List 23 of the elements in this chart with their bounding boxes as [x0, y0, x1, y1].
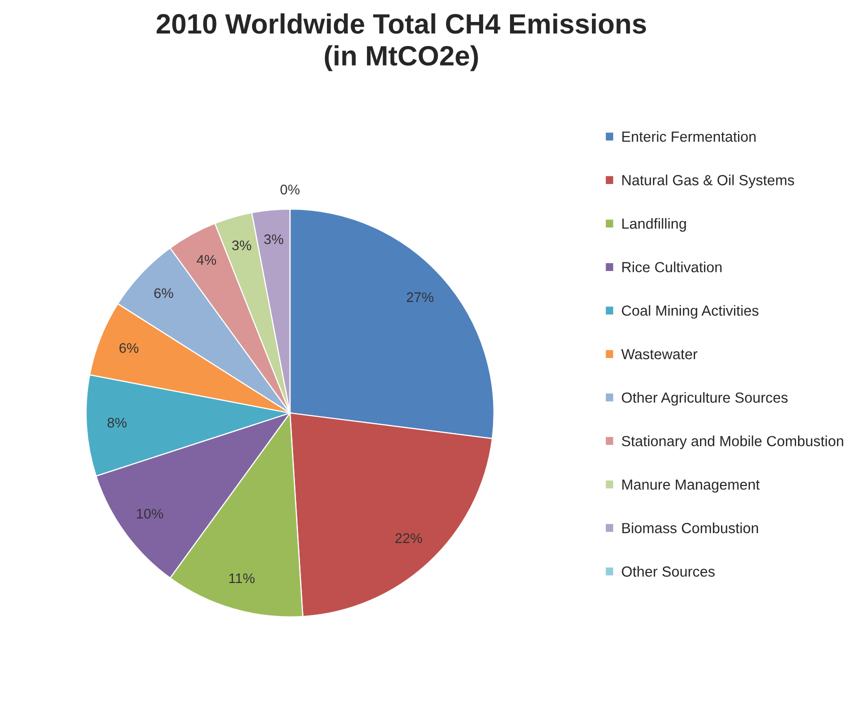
legend-label: Rice Cultivation [622, 262, 722, 272]
data-label: 4% [196, 255, 216, 265]
chart-title: 2010 Worldwide Total CH4 Emissions (in MtCO2e) [156, 13, 646, 72]
legend-label: Natural Gas & Oil Systems [622, 174, 794, 188]
legend-label: Stationary and Mobile Combustion [622, 436, 844, 450]
legend-label: Wastewater [621, 349, 698, 360]
data-label: 27% [406, 292, 434, 302]
text: 0% [280, 184, 300, 194]
legend-label: Other Agriculture Sources [622, 392, 788, 406]
legend-label: Coal Mining Activities [622, 305, 758, 319]
legend-label: Enteric Fermentation [622, 131, 756, 142]
data-label: 6% [154, 288, 174, 298]
data-label: 8% [108, 418, 127, 428]
legend-label: Landfilling [622, 218, 686, 232]
data-label: 22% [395, 533, 422, 544]
legend-label: Biomass Combustion [622, 522, 758, 534]
data-label: 3% [264, 234, 284, 244]
data-label: 3% [232, 240, 252, 250]
data-label: 6% [120, 343, 138, 353]
data-label: 10% [136, 508, 164, 519]
data-label: 11% [229, 573, 255, 584]
legend-label: Other Sources [622, 566, 715, 577]
legend-label: Manure Management [622, 480, 760, 493]
